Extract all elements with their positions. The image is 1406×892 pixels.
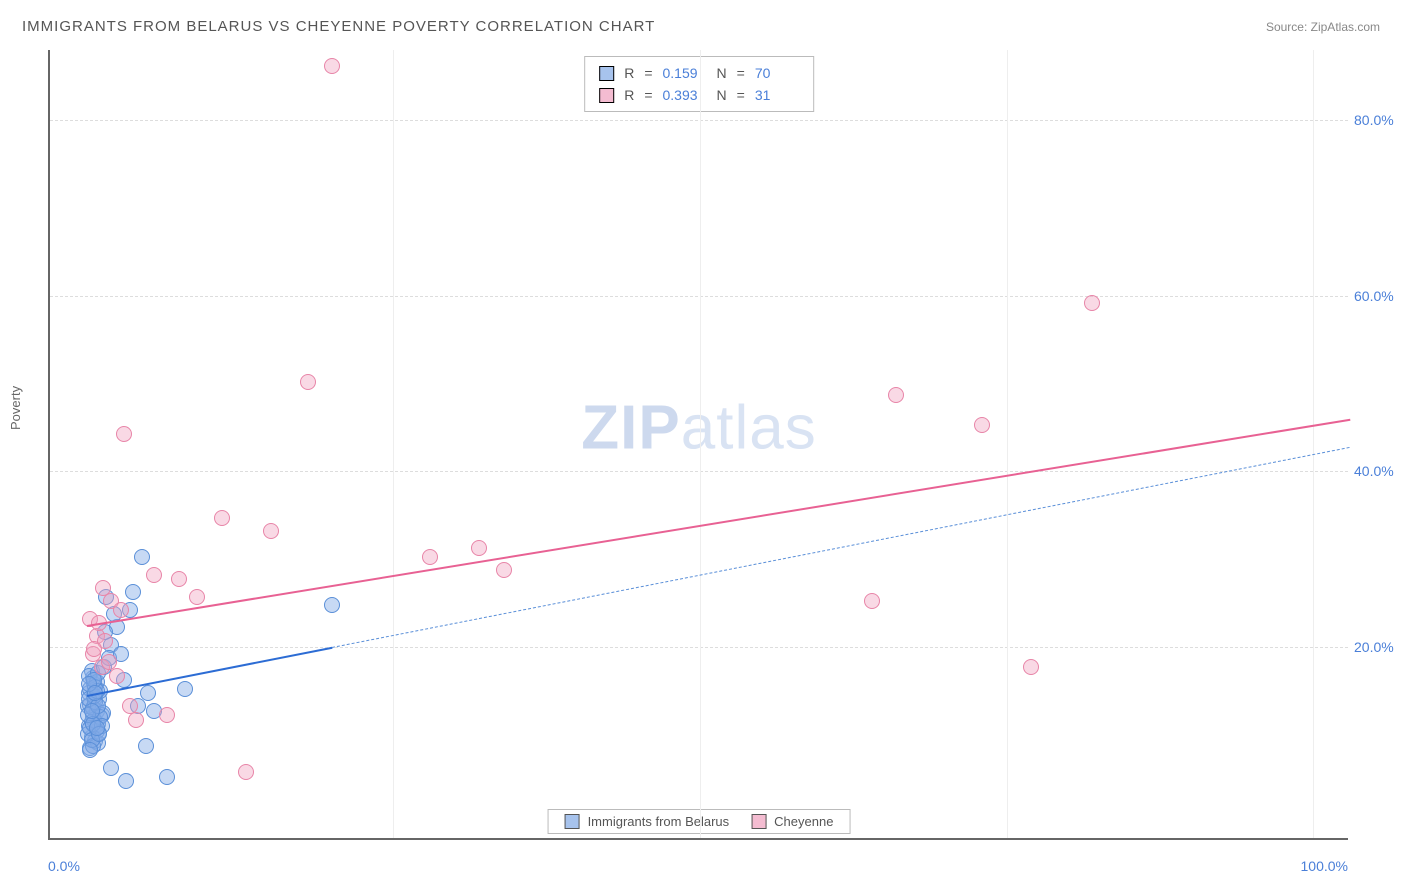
y-tick-label: 60.0% [1354, 288, 1404, 304]
source-value: ZipAtlas.com [1311, 20, 1380, 34]
trend-line [87, 419, 1351, 627]
scatter-point [125, 584, 141, 600]
scatter-point [888, 387, 904, 403]
scatter-point [1023, 659, 1039, 675]
swatch-pink-icon [599, 88, 614, 103]
legend-label-pink: Cheyenne [774, 814, 833, 829]
scatter-point [300, 374, 316, 390]
grid-line-h [50, 647, 1348, 648]
grid-line-h [50, 120, 1348, 121]
scatter-point [86, 641, 102, 657]
legend: Immigrants from Belarus Cheyenne [548, 809, 851, 834]
scatter-point [177, 681, 193, 697]
legend-item-blue: Immigrants from Belarus [565, 814, 730, 829]
scatter-point [171, 571, 187, 587]
scatter-point [974, 417, 990, 433]
grid-line-v [1313, 50, 1314, 838]
scatter-point [189, 589, 205, 605]
y-axis-label: Poverty [8, 386, 23, 430]
scatter-point [109, 668, 125, 684]
scatter-point [496, 562, 512, 578]
scatter-plot: ZIPatlas R = 0.159 N = 70 R = 0.393 N = … [48, 50, 1348, 840]
scatter-point [113, 602, 129, 618]
stat-eq: = [644, 62, 652, 84]
scatter-point [324, 597, 340, 613]
swatch-blue-icon [599, 66, 614, 81]
scatter-point [263, 523, 279, 539]
stat-n-label: N [717, 62, 727, 84]
stats-box: R = 0.159 N = 70 R = 0.393 N = 31 [584, 56, 814, 112]
stat-n-value-blue: 70 [755, 62, 799, 84]
y-tick-label: 20.0% [1354, 639, 1404, 655]
grid-line-v [393, 50, 394, 838]
stats-row-blue: R = 0.159 N = 70 [599, 62, 799, 84]
swatch-blue-icon [565, 814, 580, 829]
stat-eq: = [737, 84, 745, 106]
legend-label-blue: Immigrants from Belarus [588, 814, 730, 829]
scatter-point [103, 760, 119, 776]
scatter-point [84, 703, 100, 719]
watermark-part1: ZIP [581, 394, 680, 463]
scatter-point [95, 580, 111, 596]
scatter-point [82, 742, 98, 758]
scatter-point [118, 773, 134, 789]
stat-n-label: N [717, 84, 727, 106]
stats-row-pink: R = 0.393 N = 31 [599, 84, 799, 106]
grid-line-h [50, 471, 1348, 472]
watermark: ZIPatlas [581, 393, 816, 464]
x-tick-max: 100.0% [1301, 858, 1348, 874]
stat-r-label: R [624, 84, 634, 106]
legend-item-pink: Cheyenne [751, 814, 833, 829]
scatter-point [146, 567, 162, 583]
stat-r-label: R [624, 62, 634, 84]
scatter-point [89, 720, 105, 736]
scatter-point [116, 426, 132, 442]
stat-eq: = [644, 84, 652, 106]
grid-line-v [1007, 50, 1008, 838]
scatter-point [159, 707, 175, 723]
watermark-part2: atlas [681, 394, 817, 463]
stat-n-value-pink: 31 [755, 84, 799, 106]
grid-line-v [700, 50, 701, 838]
grid-line-h [50, 296, 1348, 297]
source-label: Source: [1266, 20, 1307, 34]
scatter-point [864, 593, 880, 609]
scatter-point [140, 685, 156, 701]
scatter-point [324, 58, 340, 74]
scatter-point [138, 738, 154, 754]
y-tick-label: 40.0% [1354, 463, 1404, 479]
scatter-point [134, 549, 150, 565]
scatter-point [422, 549, 438, 565]
y-tick-label: 80.0% [1354, 112, 1404, 128]
swatch-pink-icon [751, 814, 766, 829]
scatter-point [159, 769, 175, 785]
source-credit: Source: ZipAtlas.com [1266, 20, 1380, 34]
scatter-point [214, 510, 230, 526]
scatter-point [1084, 295, 1100, 311]
chart-title: IMMIGRANTS FROM BELARUS VS CHEYENNE POVE… [22, 18, 655, 35]
scatter-point [238, 764, 254, 780]
stat-eq: = [737, 62, 745, 84]
x-tick-min: 0.0% [48, 858, 80, 874]
scatter-point [128, 712, 144, 728]
scatter-point [471, 540, 487, 556]
